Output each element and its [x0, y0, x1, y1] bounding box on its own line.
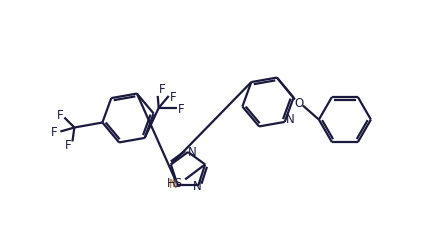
Text: N: N — [188, 146, 196, 158]
Text: HS: HS — [167, 177, 183, 190]
Text: O: O — [294, 97, 304, 110]
Text: N: N — [193, 180, 202, 193]
Text: F: F — [57, 109, 64, 122]
Text: F: F — [51, 126, 58, 139]
Text: F: F — [158, 83, 165, 96]
Text: F: F — [65, 139, 72, 152]
Text: F: F — [169, 92, 176, 104]
Text: N: N — [286, 113, 295, 126]
Text: N: N — [169, 178, 178, 191]
Text: F: F — [177, 103, 184, 116]
